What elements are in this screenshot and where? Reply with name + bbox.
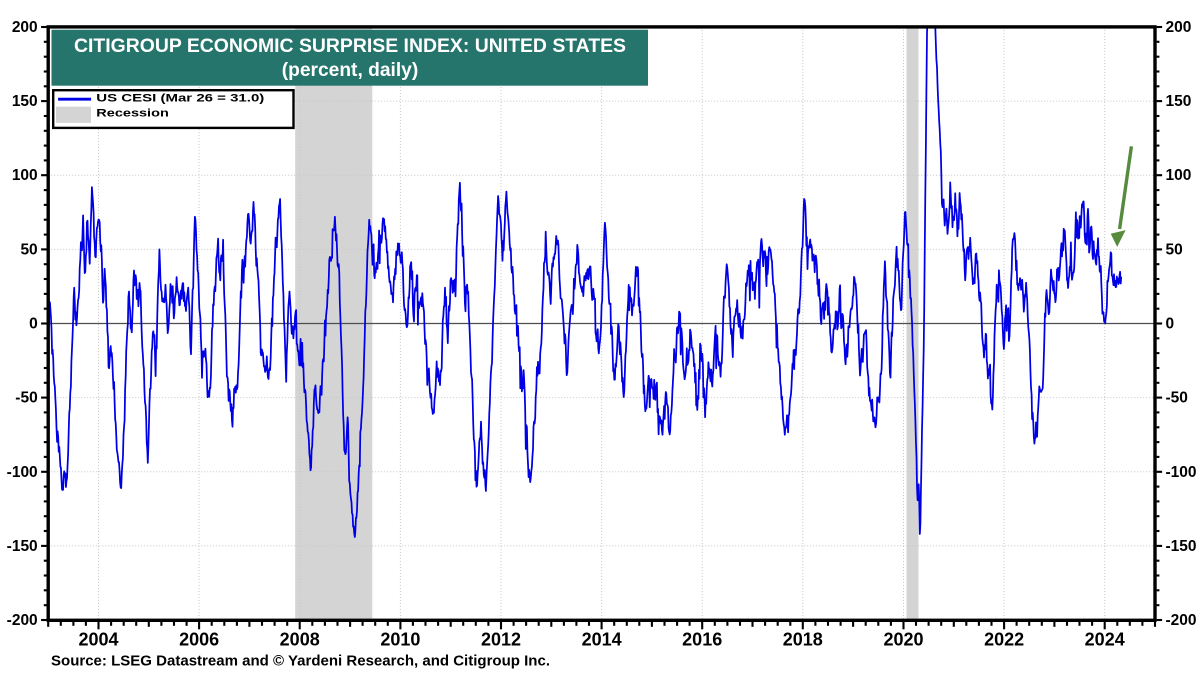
svg-text:Source: LSEG Datastream and ©: Source: LSEG Datastream and © Yardeni Re… bbox=[51, 654, 550, 670]
svg-text:-150: -150 bbox=[1166, 538, 1197, 555]
svg-text:(percent, daily): (percent, daily) bbox=[282, 60, 418, 81]
svg-text:US CESI (Mar 26 = 31.0): US CESI (Mar 26 = 31.0) bbox=[96, 92, 264, 104]
svg-text:2006: 2006 bbox=[179, 629, 219, 649]
svg-text:2016: 2016 bbox=[682, 629, 722, 649]
svg-text:2014: 2014 bbox=[582, 629, 622, 649]
svg-text:-200: -200 bbox=[7, 612, 38, 629]
svg-text:2024: 2024 bbox=[1085, 629, 1125, 649]
svg-text:200: 200 bbox=[12, 19, 38, 36]
svg-text:-200: -200 bbox=[1166, 612, 1197, 629]
svg-text:2012: 2012 bbox=[481, 629, 521, 649]
svg-text:-50: -50 bbox=[15, 390, 37, 407]
svg-text:Recession: Recession bbox=[96, 108, 169, 120]
svg-text:2020: 2020 bbox=[883, 629, 923, 649]
svg-text:2018: 2018 bbox=[783, 629, 823, 649]
svg-text:CITIGROUP ECONOMIC SURPRISE IN: CITIGROUP ECONOMIC SURPRISE INDEX: UNITE… bbox=[74, 35, 626, 57]
svg-text:0: 0 bbox=[1166, 316, 1175, 333]
svg-text:100: 100 bbox=[12, 167, 38, 184]
svg-text:-50: -50 bbox=[1166, 390, 1188, 407]
svg-text:-150: -150 bbox=[7, 538, 38, 555]
svg-text:50: 50 bbox=[20, 241, 37, 258]
svg-text:50: 50 bbox=[1166, 241, 1183, 258]
svg-text:200: 200 bbox=[1166, 19, 1192, 36]
svg-text:2022: 2022 bbox=[984, 629, 1024, 649]
svg-text:150: 150 bbox=[12, 93, 38, 110]
svg-text:2008: 2008 bbox=[280, 629, 320, 649]
svg-text:100: 100 bbox=[1166, 167, 1192, 184]
svg-text:-100: -100 bbox=[7, 464, 38, 481]
svg-text:2004: 2004 bbox=[78, 629, 118, 649]
svg-text:2010: 2010 bbox=[380, 629, 420, 649]
svg-text:150: 150 bbox=[1166, 93, 1192, 110]
svg-text:0: 0 bbox=[29, 316, 38, 333]
svg-text:-100: -100 bbox=[1166, 464, 1197, 481]
